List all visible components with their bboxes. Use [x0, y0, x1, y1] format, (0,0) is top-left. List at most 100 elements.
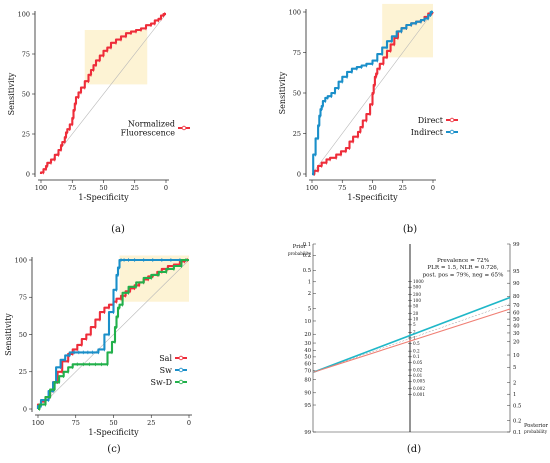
- y-tick-label: 0: [26, 170, 30, 178]
- nomogram-line-negative: [312, 308, 511, 373]
- legend-marker-swatch: [178, 367, 184, 373]
- posterior-tick-label: 5: [513, 365, 516, 371]
- x-tick-label: 25: [147, 419, 155, 427]
- likelihood-ratio-tick-label: 0.5: [413, 341, 420, 346]
- x-axis-label: 1-Specificity: [347, 193, 398, 202]
- prior-tick-label: 30: [304, 341, 311, 347]
- posterior-tick-label: 60: [513, 310, 520, 316]
- x-tick-label: 75: [72, 419, 80, 427]
- y-tick-label: 75: [19, 294, 27, 302]
- roc-panel-c: 100 75 50 25 0 0 25 50 75 100 1-Specificity Sensiti…: [4, 255, 192, 437]
- posterior-tick-label: 50: [513, 317, 520, 323]
- posterior-tick-label: 30: [513, 331, 520, 337]
- nomogram-lr-crossing-point: [409, 339, 411, 342]
- likelihood-ratio-tick-label: 20: [413, 311, 419, 316]
- posterior-tick-label: 0.5: [513, 403, 521, 409]
- diagonal-reference-line: [37, 259, 190, 410]
- prior-tick-label: 0.1: [303, 242, 311, 248]
- legend-marker-swatch: [181, 125, 187, 131]
- x-tick-label: 50: [99, 184, 107, 192]
- posterior-tick-label: 90: [513, 281, 520, 287]
- highlight-region: [119, 255, 189, 302]
- likelihood-ratio-tick-label: 0.001: [413, 392, 425, 397]
- likelihood-ratio-tick-label: 0.01: [413, 373, 423, 378]
- likelihood-ratio-tick-label: 10: [413, 317, 419, 322]
- highlight-region: [84, 30, 148, 85]
- prior-tick-label: 99: [304, 430, 311, 436]
- likelihood-ratio-tick-label: 100: [413, 298, 421, 303]
- panel-label-b: (b): [403, 224, 417, 235]
- y-axis-label: Sensitivity: [4, 313, 13, 356]
- legend-label: Sw: [160, 366, 172, 375]
- likelihood-ratio-tick-label: 2: [413, 330, 416, 335]
- prior-tick-label: 95: [304, 403, 311, 409]
- legend-marker-swatch: [178, 355, 184, 361]
- likelihood-ratio-tick-label: 5: [413, 322, 416, 327]
- legend-marker-swatch: [178, 379, 184, 385]
- x-tick-label: 100: [35, 184, 47, 192]
- y-tick-label: 0: [297, 170, 301, 178]
- prior-tick-label: 1: [308, 280, 311, 286]
- posterior-axis-title: Posterior: [524, 423, 548, 429]
- likelihood-ratio-tick-label: 50: [413, 303, 419, 308]
- nomogram-annotation-line: Prevalence = 72%: [437, 258, 489, 264]
- panel-label-d: (d): [407, 444, 421, 455]
- posterior-tick-label: 0.2: [513, 418, 521, 424]
- posterior-tick-label: 10: [513, 353, 520, 359]
- posterior-axis-subtitle: probability: [524, 429, 548, 434]
- x-tick-label: 75: [338, 184, 346, 192]
- y-axis-label: Sensitivity: [278, 71, 287, 114]
- y-tick-label: 50: [22, 90, 30, 98]
- nomogram-panel-d: PriorprobabilityPosteriorprobability0.10…: [288, 242, 549, 436]
- y-tick-label: 25: [19, 368, 27, 376]
- posterior-tick-label: 2: [513, 381, 516, 387]
- x-tick-label: 0: [431, 184, 435, 192]
- y-tick-label: 50: [293, 89, 301, 97]
- prior-tick-label: 50: [304, 355, 311, 361]
- posterior-tick-label: 0.1: [513, 430, 521, 436]
- likelihood-ratio-tick-label: 1: [413, 335, 416, 340]
- roc-panel-a: 100 75 50 25 0 0 25 50 75 100 1-Specificity Sensiti…: [7, 10, 190, 202]
- posterior-tick-label: 80: [513, 294, 520, 300]
- legend-label: Sal: [159, 354, 172, 363]
- y-tick-label: 100: [289, 8, 301, 16]
- x-tick-label: 75: [68, 184, 76, 192]
- prior-tick-label: 0.5: [303, 268, 311, 274]
- prior-tick-label: 0.2: [303, 253, 311, 259]
- x-tick-label: 50: [368, 184, 376, 192]
- y-tick-label: 25: [22, 130, 30, 138]
- nomogram-annotation-line: post. pos = 79%, neg = 65%: [423, 272, 504, 278]
- legend-label: Indirect: [411, 128, 444, 137]
- prior-tick-label: 90: [304, 391, 311, 397]
- legend-marker-swatch: [449, 129, 455, 135]
- posterior-tick-label: 1: [513, 392, 516, 398]
- prior-tick-label: 2: [308, 291, 311, 297]
- y-tick-label: 75: [22, 50, 30, 58]
- x-axis-label: 1-Specificity: [78, 193, 129, 202]
- roc-panel-b: 100 75 50 25 0 0 25 50 75 100 1-Specificity Sensiti…: [278, 3, 458, 202]
- likelihood-ratio-tick-label: 1000: [413, 279, 424, 284]
- panel-label-a: (a): [111, 224, 125, 235]
- x-tick-label: 25: [399, 184, 407, 192]
- prior-tick-label: 80: [304, 377, 311, 383]
- likelihood-ratio-tick-label: 0.1: [413, 354, 420, 359]
- likelihood-ratio-tick-label: 0.02: [413, 367, 423, 372]
- legend-marker-swatch: [449, 117, 455, 123]
- likelihood-ratio-tick-label: 0.002: [413, 386, 425, 391]
- y-tick-label: 100: [15, 256, 27, 264]
- nomogram-lr-crossing-point: [409, 333, 411, 336]
- x-tick-label: 50: [109, 419, 117, 427]
- legend-label: Fluorescence: [121, 129, 176, 138]
- posterior-tick-label: 95: [513, 269, 520, 275]
- prior-tick-label: 10: [304, 319, 311, 325]
- likelihood-ratio-tick-label: 0.2: [413, 349, 420, 354]
- prior-tick-label: 40: [304, 348, 311, 354]
- likelihood-ratio-tick-label: 500: [413, 285, 421, 290]
- likelihood-ratio-tick-label: 200: [413, 292, 421, 297]
- posterior-tick-label: 70: [513, 303, 520, 309]
- legend-label: Sw-D: [151, 378, 172, 387]
- y-tick-label: 50: [19, 331, 27, 339]
- y-tick-label: 0: [23, 405, 27, 413]
- x-tick-label: 100: [306, 184, 318, 192]
